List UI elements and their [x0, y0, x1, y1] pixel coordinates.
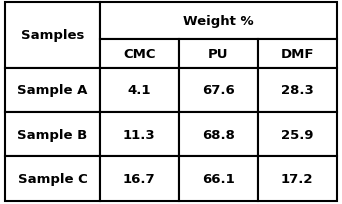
Text: 16.7: 16.7 [123, 172, 156, 185]
Bar [100, 3, 337, 40]
Text: CMC: CMC [123, 48, 155, 60]
Text: PU: PU [208, 48, 228, 60]
Bar [179, 112, 258, 157]
Bar [100, 112, 179, 157]
Bar [258, 157, 337, 201]
Bar [100, 68, 179, 112]
Bar [5, 68, 100, 112]
Text: 17.2: 17.2 [281, 172, 314, 185]
Text: Samples: Samples [21, 29, 84, 42]
Bar [100, 40, 179, 68]
Text: 11.3: 11.3 [123, 128, 156, 141]
Bar [100, 157, 179, 201]
Text: Sample A: Sample A [17, 84, 88, 97]
Text: Sample B: Sample B [17, 128, 88, 141]
Bar [258, 40, 337, 68]
Bar [179, 40, 258, 68]
Text: 25.9: 25.9 [281, 128, 314, 141]
Bar [258, 112, 337, 157]
Text: 66.1: 66.1 [202, 172, 235, 185]
Text: 28.3: 28.3 [281, 84, 314, 97]
Bar [258, 68, 337, 112]
Bar [5, 3, 100, 68]
Bar [5, 157, 100, 201]
Bar [179, 157, 258, 201]
Bar [179, 68, 258, 112]
Text: Sample C: Sample C [17, 172, 87, 185]
Text: Weight %: Weight % [183, 15, 253, 28]
Text: DMF: DMF [280, 48, 314, 60]
Text: 67.6: 67.6 [202, 84, 235, 97]
Bar [5, 112, 100, 157]
Text: 4.1: 4.1 [128, 84, 151, 97]
Text: 68.8: 68.8 [202, 128, 235, 141]
